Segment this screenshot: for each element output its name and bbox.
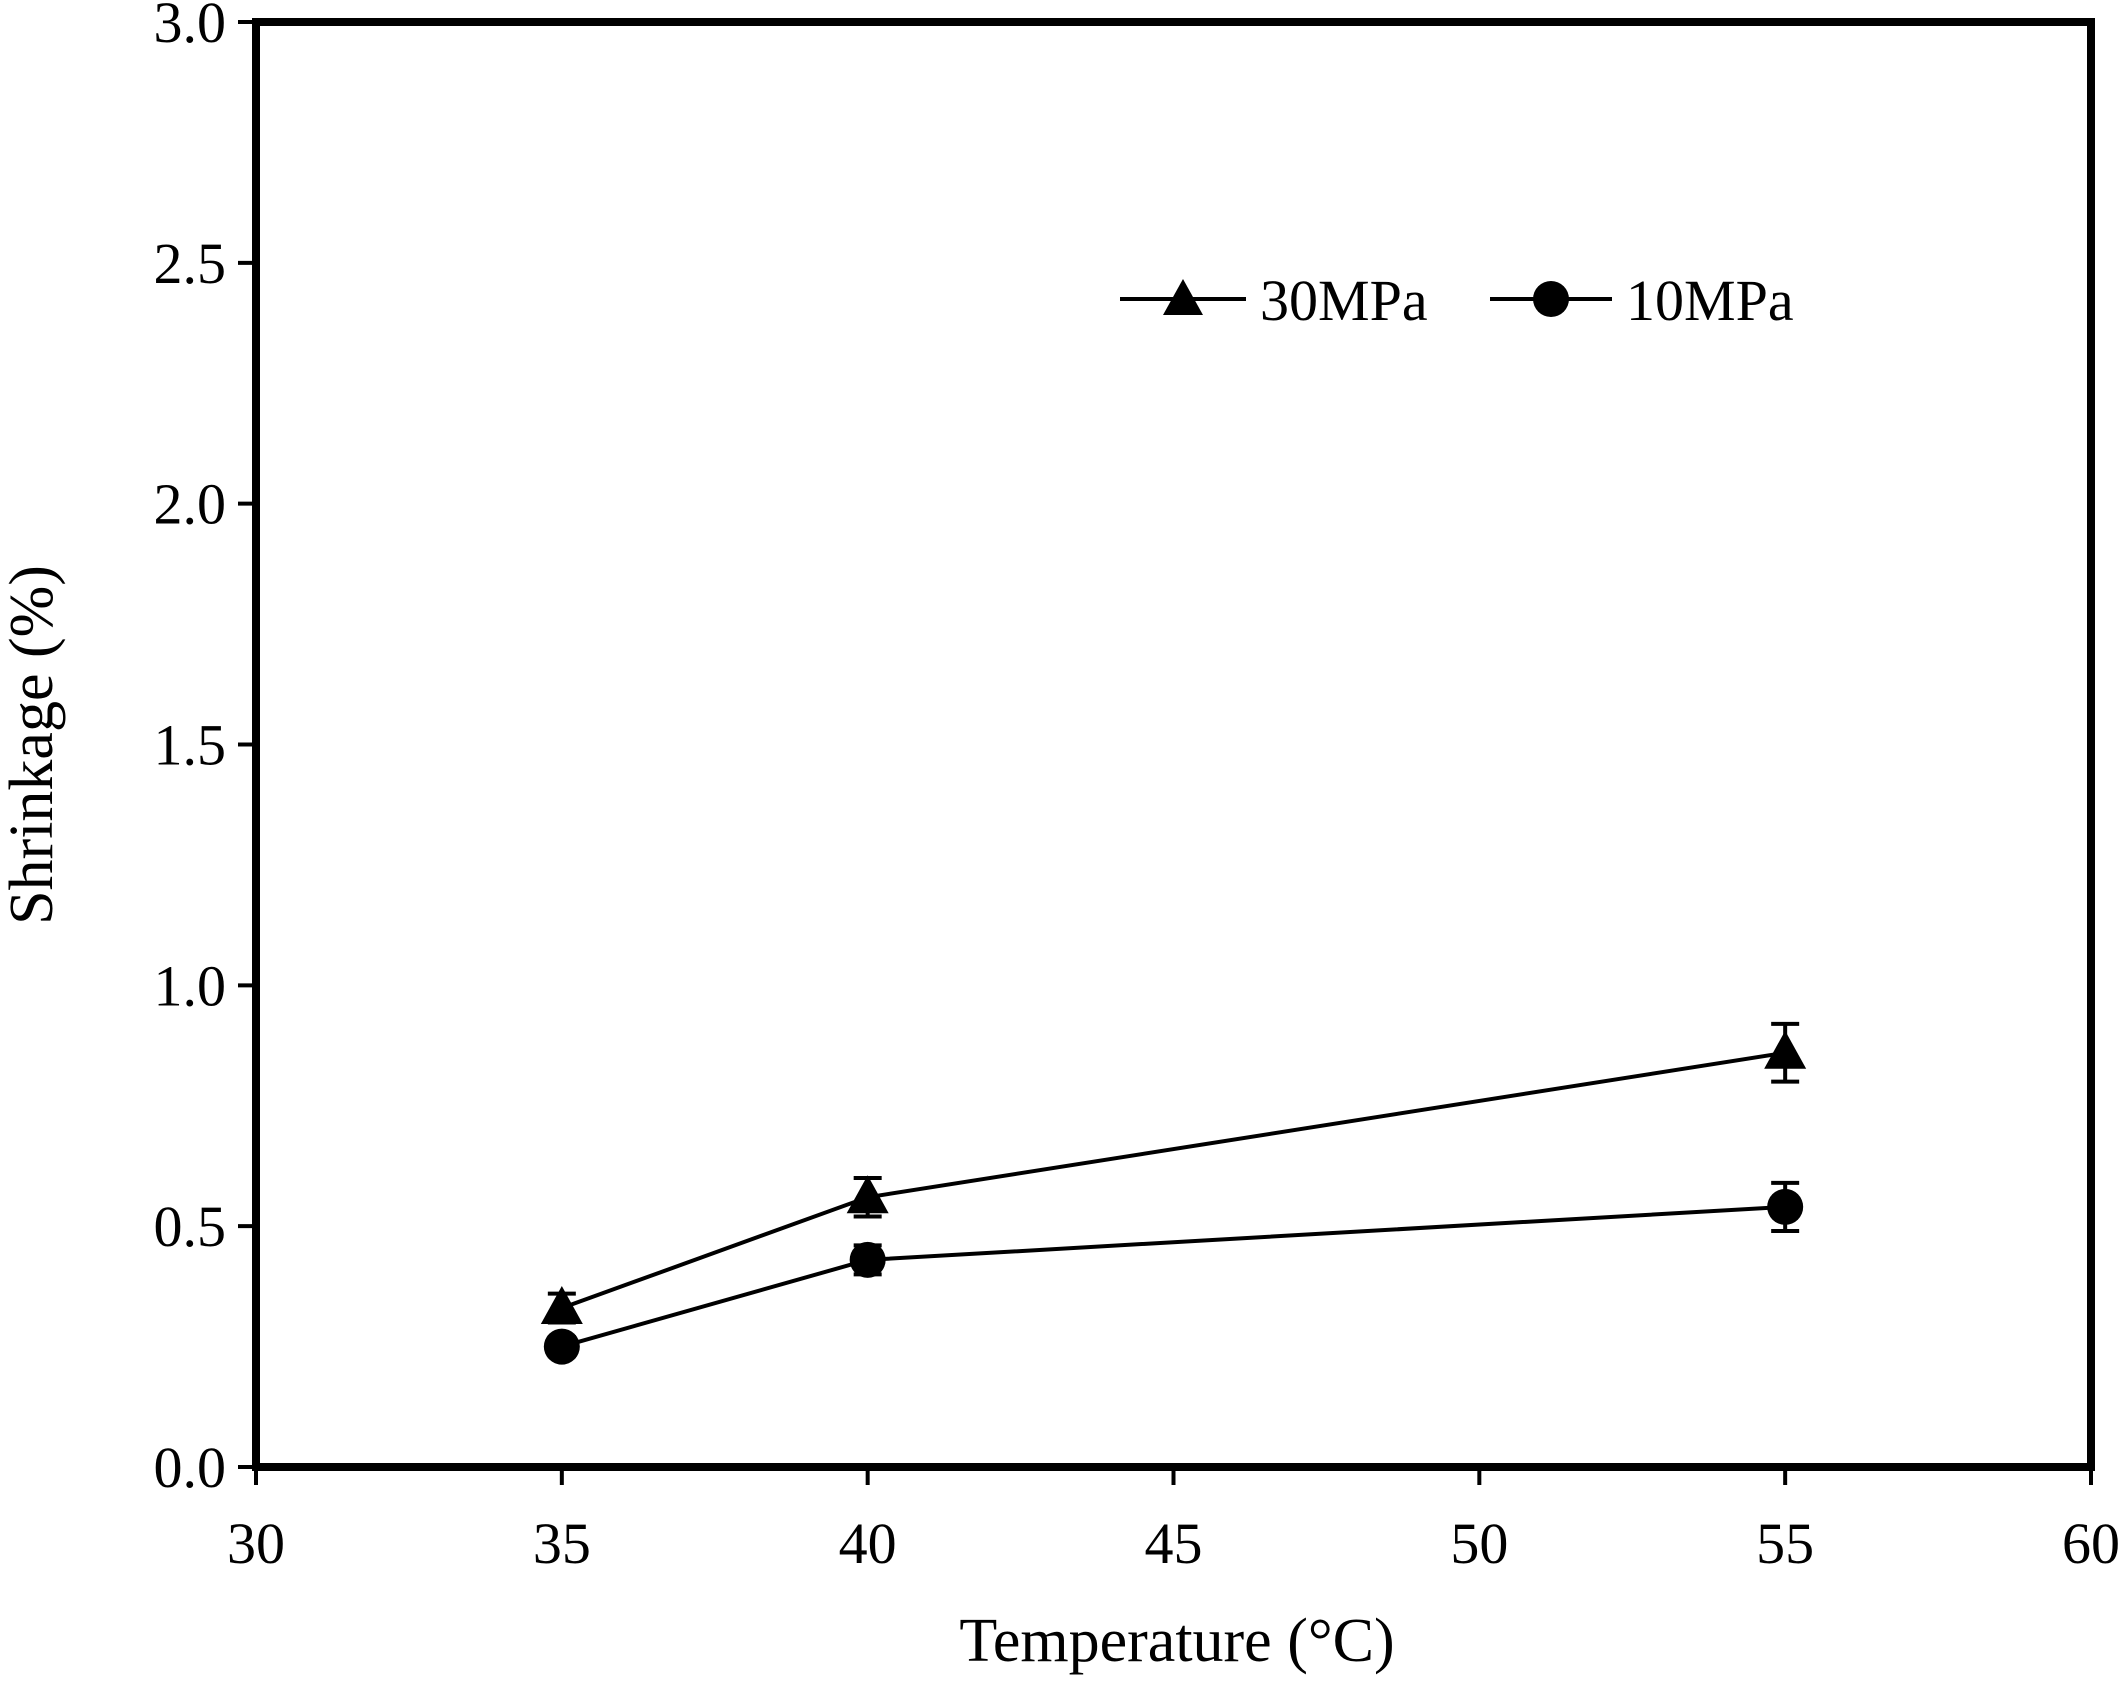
data-point-10mpa xyxy=(1767,1188,1804,1225)
x-tick-label: 45 xyxy=(1145,1511,1203,1576)
legend: 30MPa 10MPa xyxy=(1120,268,1794,333)
data-point-30mpa xyxy=(846,1175,889,1214)
data-point-10mpa xyxy=(849,1241,886,1278)
data-point-30mpa xyxy=(1764,1030,1807,1069)
y-tick-label: 1.0 xyxy=(154,953,227,1018)
series-layer xyxy=(540,1021,1807,1365)
x-tick-label: 60 xyxy=(2062,1511,2120,1576)
x-tick-label: 50 xyxy=(1450,1511,1508,1576)
legend-label-30mpa: 30MPa xyxy=(1260,268,1428,333)
y-tick-label: 3.0 xyxy=(154,0,227,55)
y-tick-label: 0.0 xyxy=(154,1435,227,1500)
data-point-30mpa xyxy=(540,1286,583,1325)
data-point-10mpa xyxy=(543,1328,580,1365)
x-tick-label: 55 xyxy=(1756,1511,1814,1576)
legend-label-10mpa: 10MPa xyxy=(1626,268,1794,333)
y-tick-label: 1.5 xyxy=(154,713,227,778)
x-axis-title: Temperature (°C) xyxy=(959,1607,1394,1675)
y-tick-label: 2.5 xyxy=(154,231,227,296)
x-tick-label: 30 xyxy=(227,1511,285,1576)
x-tick-label: 40 xyxy=(839,1511,897,1576)
y-tick-label: 2.0 xyxy=(154,472,227,537)
y-tick-label: 0.5 xyxy=(154,1194,227,1259)
x-tick-label: 35 xyxy=(533,1511,591,1576)
ticks-layer: 30 35 40 45 50 55 60 0.0 0.5 1.0 1.5 2.0 2.5 3.0 xyxy=(154,0,2121,1576)
legend-circle-marker xyxy=(1533,281,1569,317)
legend-triangle-marker xyxy=(1163,279,1203,315)
y-axis-title: Shrinkage (%) xyxy=(0,565,66,925)
